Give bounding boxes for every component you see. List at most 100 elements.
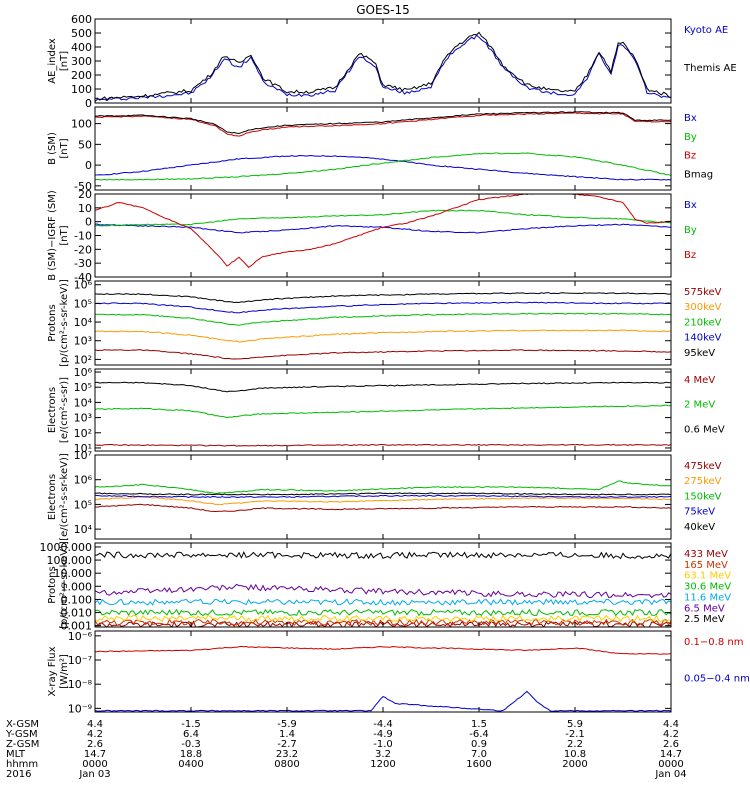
series-11-6-mev [95,598,671,606]
series-bx [95,154,671,181]
panel-xray: 10⁻⁶ 10⁻⁷ 10⁻⁸ 10⁻⁹ X-ray Flux [W/m²] 0.1−0.8 … [47,630,750,716]
y-tick-label: 600 [71,13,92,26]
series-0-6-mev [95,381,671,393]
series-0-1-0-8-nm [95,645,671,655]
y-tick-label: 10⁶ [74,279,93,292]
y-tick-label: 0 [85,159,92,172]
footer-row-label: hhmm [6,759,38,770]
footer-cell: 2.6 [663,739,679,750]
footer-cell: 2.6 [87,739,103,750]
legend-entry: 0.6 MeV [684,424,725,435]
y-axis-label: [nT] [59,138,70,158]
y-axis-label: Electrons [47,387,58,433]
footer-cell: -1.5 [181,719,201,730]
y-axis-label: AE_index [47,38,58,84]
ephemeris-footer: X-GSMY-GSMZ-GSMMLThhmm20164.44.22.614.70… [5,719,687,780]
y-axis-label: [p/(cm²-s-sr-keV)] [59,541,70,629]
legend-entry: 2 MeV [684,400,715,411]
y-tick-label: -10 [74,230,92,243]
series-300kev [95,329,671,343]
series-themis-ae [95,31,671,101]
series-30-6-mev [95,608,671,617]
footer-cell: 18.8 [180,749,202,760]
footer-cell: 0400 [178,759,203,770]
y-tick-label: -30 [74,257,92,270]
series-210kev [95,312,671,326]
footer-cell: 4.2 [663,729,679,740]
legend-entry: 63.1 MeV [684,571,731,582]
footer-cell: 2.2 [567,739,583,750]
footer-cell: -4.4 [373,719,393,730]
y-tick-label: 10⁻⁷ [68,654,92,667]
series-bz [95,194,671,268]
y-tick-label: 20 [78,188,92,201]
y-axis-label: Protons [47,304,58,341]
legend-entry: Kyoto AE [684,25,728,36]
series-475kev [95,503,671,513]
legend-entry: Themis AE [683,63,737,74]
panel-protons1: 10⁶ 10⁵ 10⁴ 10³ 10² Protons [p/(cm²-s-sr-keV)]… [47,279,722,367]
y-tick-label: 50 [78,138,92,151]
legend-entry: By [684,225,697,236]
series-140kev [95,301,671,314]
footer-cell: 3.2 [375,749,391,760]
series-group [95,480,671,513]
y-tick-label: 10² [74,427,92,440]
legend-entry: 300keV [684,302,722,313]
panel-electrons2: 10⁷ 10⁶ 10⁵ 10⁴ Electrons [e/(cm²-s-sr-keV)] 4… [47,449,722,541]
series-95kev [95,292,671,304]
legend-entry: By [684,132,697,143]
y-tick-label: 0.100 [61,593,93,606]
footer-cell: -2.1 [565,729,585,740]
panel-electrons1: 10⁶ 10⁵ 10⁴ 10³ 10² 10¹ Electrons [e/(cm²-s-sr)… [47,366,725,455]
footer-cell: 1.5 [471,719,487,730]
y-axis-label: [W/m²] [59,654,70,689]
y-tick-label: 10³ [74,412,92,425]
y-tick-label: 10⁻⁸ [68,678,93,691]
y-tick-label: -40 [74,271,92,284]
legend-entry: Bmag [684,169,713,180]
series-75kev [95,494,671,499]
footer-cell: 4.2 [87,729,103,740]
series-group [95,550,671,627]
footer-cell: -0.3 [181,739,201,750]
legend-entry: 575keV [684,287,722,298]
series-by [95,209,671,227]
y-tick-label: 10⁴ [74,396,93,409]
y-tick-label: 10.000 [54,567,93,580]
footer-cell: -1.0 [373,739,393,750]
footer-row-label: 2016 [6,769,31,780]
series-kyoto-ae [95,34,671,102]
panel-protons2: 1000.000100.00010.0001.0000.1000.0100.00… [40,541,732,633]
legend-entry: 2.5 MeV [684,614,725,625]
legend-entry: 11.6 MeV [684,592,731,603]
series-63-1-mev [95,614,671,623]
footer-cell: 0000 [658,759,683,770]
y-axis-label: [nT] [59,51,70,71]
y-tick-label: 500 [71,27,92,40]
panel-frame [94,630,672,713]
legend-entry: Bz [684,151,696,162]
legend-entry: 6.5 MeV [684,603,725,614]
footer-row-label: Y-GSM [5,729,38,740]
y-tick-label: 100 [71,118,92,131]
footer-row-label: X-GSM [6,719,39,730]
legend-entry: 150keV [684,491,722,502]
y-axis-label: [p/(cm²-s-sr-keV)] [59,279,70,367]
y-tick-label: 1000.000 [40,541,93,554]
y-axis-label: B (SM)−IGRF (SM) [47,190,58,281]
footer-cell: 14.7 [84,749,106,760]
y-tick-label: 10⁵ [74,498,92,511]
series-group [95,111,671,181]
y-tick-label: 10⁷ [74,449,92,462]
footer-cell: 1.4 [279,729,295,740]
y-tick-label: 400 [71,41,92,54]
legend-entry: 40keV [684,522,715,533]
footer-cell: 1200 [370,759,395,770]
y-tick-label: 10¹ [74,442,92,455]
y-tick-label: 10 [78,202,92,215]
